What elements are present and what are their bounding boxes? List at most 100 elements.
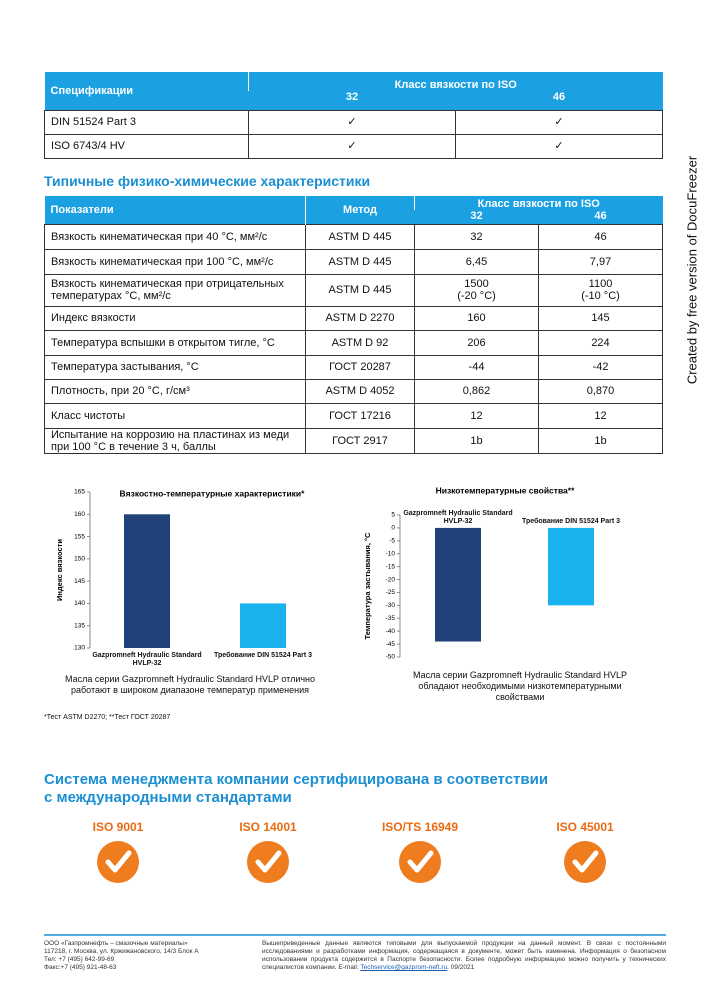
cert-icon [247,841,289,883]
cell: Испытание на коррозию на пластинах из ме… [44,427,306,454]
y-tick-label: 0 [391,525,395,532]
cell-line: 1100 [588,278,613,290]
cell: 1b [538,427,663,454]
spec-table: Спецификации Класс вязкости по ISO 32 46 DIN… [44,72,663,159]
header-row: 32 46 [45,91,663,110]
header-method: Метод [305,196,415,224]
cell: ASTM D 4052 [305,378,415,404]
y-tick-label: -40 [386,628,396,635]
y-tick-label: 140 [74,600,85,607]
bar [548,527,594,606]
cell: ISO 6743/4 HV [44,133,249,159]
cell: Температура застывания, °С [44,354,306,380]
row: Плотность, при 20 °С, г/см³ ASTM D 4052 0,… [44,378,663,404]
footnote: *Тест ASTM D2270; **Тест ГОСТ 20287 [44,714,171,721]
cell: Температура вспышки в открытом тигле, °С [44,329,306,356]
header-label: Спецификации [44,72,249,110]
cert-label: ISO 9001 [92,820,144,834]
cell: -44 [414,354,539,380]
cell: ✓ [248,109,456,135]
row: Температура застывания, °С ГОСТ 20287 -44-… [44,354,663,380]
y-tick-label: -45 [386,641,396,648]
cell: ГОСТ 2917 [305,427,415,454]
y-tick-label: 145 [74,578,85,585]
y-tick-label: -10 [386,550,396,557]
cert-label: ISO 14001 [239,820,297,834]
date: . 09/2021 [447,964,475,971]
cell: Вязкость кинематическая при отрицательны… [44,273,306,307]
address-line: ООО «Газпромнефть – смазочные материалы» [44,940,188,947]
header-label: Показатели [44,196,306,224]
x-tick-label: Требование DIN 51524 Part 3 [213,652,313,659]
cert-title-line: Система менеджмента компании сертифициро… [44,771,549,788]
y-tick-label: -20 [386,576,396,583]
email[interactable]: Techservice@gazprom-neft.ru [360,964,448,971]
cell: 46 [538,223,663,250]
x-tick-label: Требование DIN 51524 Part 3 [521,517,621,525]
header-group: Класс вязкости по ISO [248,72,663,91]
cell: Вязкость кинематическая при 40 °С, мм²/с [44,223,306,250]
header-grade: 46 [538,210,663,224]
cell: 206 [414,329,539,356]
cell: 0,870 [538,378,663,404]
cell: 145 [538,305,663,331]
y-axis-label: Температура застывания, °С [363,532,372,639]
cell: ГОСТ 20287 [305,354,415,380]
header-row: Показатели Метод Класс вязкости по ISO [44,196,663,224]
cell: 7,97 [538,248,663,275]
header-group: Класс вязкости по ISO [414,196,663,210]
cell: ✓ [455,109,663,135]
cell: 32 [414,223,539,250]
cell-line: (-10 °С) [581,290,620,302]
row: Вязкость кинематическая при 100 °С, мм²/… [44,248,663,275]
cell: ✓ [455,133,663,159]
header-grade: 32 [414,210,539,224]
props-table: Показатели Метод Класс вязкости по ISO 32 46… [44,196,663,454]
cert-icon [399,841,441,883]
footer-address: ООО «Газпромнефть – смазочные материалы»… [44,940,199,972]
cell: ГОСТ 17216 [305,402,415,429]
cert-check [105,850,132,873]
y-tick-label: 165 [74,489,85,496]
row: Вязкость кинематическая при отрицательны… [44,273,663,307]
row: Вязкость кинематическая при 40 °С, мм²/с… [44,223,663,250]
y-axis-label: Индекс вязкости [55,539,64,601]
address-line: Тел: +7 (495) 642-99-69 [44,956,115,963]
cell: ASTM D 445 [305,248,415,275]
header-row: Спецификации Класс вязкости по ISO [44,72,663,110]
cell: DIN 51524 Part 3 [44,109,249,135]
address-line: Факс:+7 (495) 921-48-63 [44,964,117,971]
y-tick-label: 160 [74,511,85,518]
cell: Класс чистоты [44,402,306,429]
row: Температура вспышки в открытом тигле, °С… [44,329,663,356]
cell: ✓ [248,133,456,159]
y-tick-label: 135 [74,622,85,629]
y-tick-label: -50 [386,654,396,661]
cert-check [407,850,434,873]
cell: -42 [538,354,663,380]
cert-check [255,850,282,873]
row: Испытание на коррозию на пластинах из ме… [44,427,663,454]
cert-title-line: с международными стандартами [44,789,292,806]
row: Индекс вязкости ASTM D 2270 160 145 [44,305,663,331]
address-line: 117218, г. Москва, ул. Кржижановского, 1… [44,948,199,955]
cell: ASTM D 445 [305,223,415,250]
cert-title: Система менеджмента компании сертифициро… [44,771,548,807]
cert-icon [97,841,139,883]
chart-caption: Масла серии Gazpromneft Hydraulic Standa… [65,674,316,695]
cell: 0,862 [414,378,539,404]
cert-label: ISO 45001 [556,820,614,834]
row: ISO 6743/4 HV ✓ ✓ [44,133,663,159]
header-row: 32 46 [45,210,663,224]
bar [435,527,481,642]
cert-check [572,850,599,873]
chart-title: Вязкостно-температурные характеристики* [120,488,306,498]
cell: Плотность, при 20 °С, г/см³ [44,378,306,404]
cell: 6,45 [414,248,539,275]
cell-line: 1500 [464,278,489,290]
cert-icon [564,841,606,883]
y-tick-label: 155 [74,533,85,540]
row: Класс чистоты ГОСТ 17216 12 12 [44,402,663,429]
y-tick-label: -5 [389,538,395,545]
